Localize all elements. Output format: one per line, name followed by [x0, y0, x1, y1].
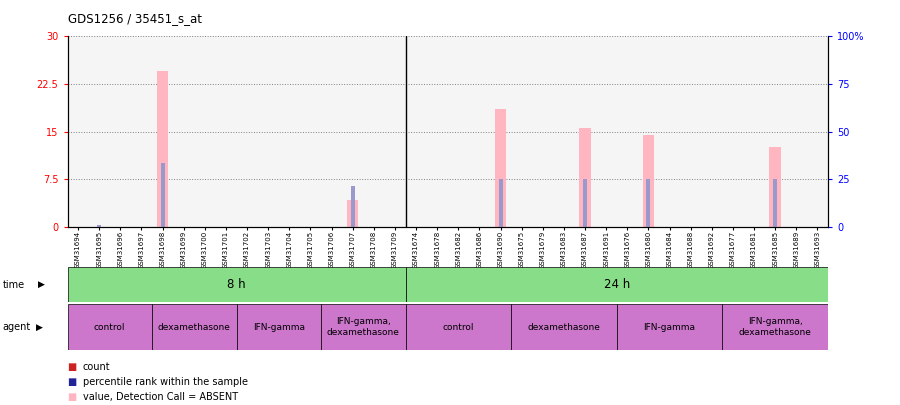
Text: IFN-gamma,
dexamethasone: IFN-gamma, dexamethasone [739, 318, 812, 337]
Text: dexamethasone: dexamethasone [158, 322, 230, 332]
Bar [495, 109, 507, 227]
Bar [770, 147, 781, 227]
Text: 8 h: 8 h [227, 278, 246, 291]
Bar [406, 267, 828, 302]
Bar [511, 304, 616, 350]
Bar [157, 71, 168, 227]
Text: IFN-gamma,
dexamethasone: IFN-gamma, dexamethasone [327, 318, 400, 337]
Bar [499, 179, 502, 227]
Bar [773, 179, 778, 227]
Text: percentile rank within the sample: percentile rank within the sample [83, 377, 248, 387]
Text: control: control [94, 322, 125, 332]
Text: 24 h: 24 h [604, 278, 630, 291]
Text: dexamethasone: dexamethasone [527, 322, 600, 332]
Text: count: count [83, 362, 111, 371]
Bar [68, 267, 406, 302]
Text: ■: ■ [68, 377, 76, 387]
Text: time: time [3, 279, 25, 290]
Bar [643, 135, 654, 227]
Bar [346, 200, 358, 227]
Bar [351, 185, 355, 227]
Text: agent: agent [3, 322, 31, 332]
Text: IFN-gamma: IFN-gamma [644, 322, 696, 332]
Bar [68, 304, 152, 350]
Text: ▶: ▶ [36, 322, 43, 332]
Text: ■: ■ [68, 392, 76, 402]
Bar [97, 225, 101, 227]
Text: value, Detection Call = ABSENT: value, Detection Call = ABSENT [83, 392, 238, 402]
Bar [152, 304, 237, 350]
Bar [583, 179, 587, 227]
Text: ■: ■ [68, 362, 76, 371]
Text: IFN-gamma: IFN-gamma [253, 322, 305, 332]
Bar [616, 304, 723, 350]
Bar [237, 304, 321, 350]
Text: ▶: ▶ [38, 280, 45, 289]
Bar [580, 128, 591, 227]
Bar [406, 304, 511, 350]
Bar [646, 179, 651, 227]
Bar [160, 163, 165, 227]
Text: GDS1256 / 35451_s_at: GDS1256 / 35451_s_at [68, 12, 202, 25]
Text: control: control [443, 322, 474, 332]
Bar [321, 304, 406, 350]
Bar [723, 304, 828, 350]
